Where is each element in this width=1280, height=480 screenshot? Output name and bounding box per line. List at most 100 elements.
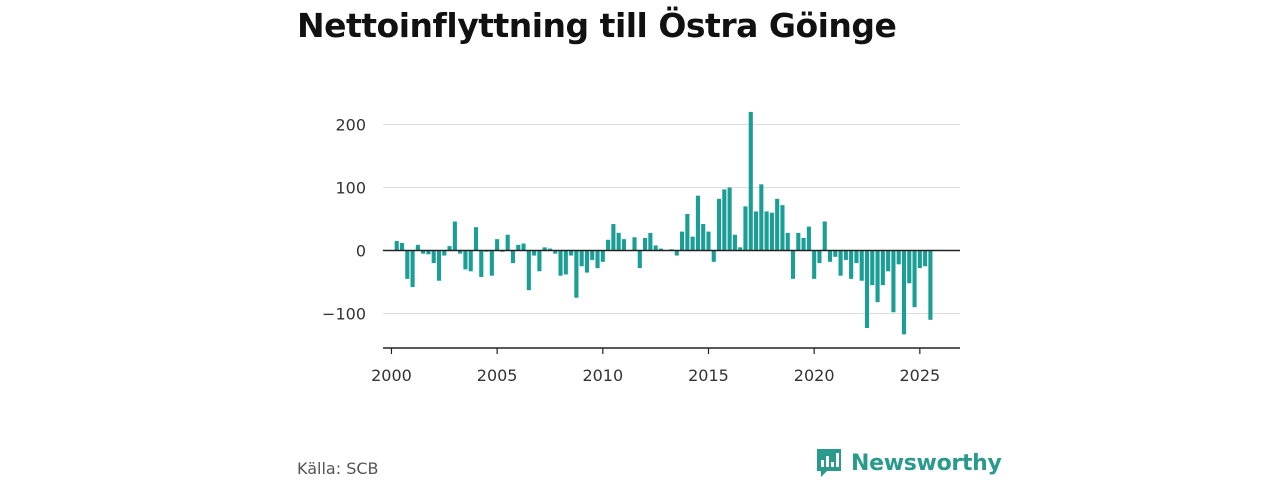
bar-2025-Q3 bbox=[928, 250, 933, 320]
bar-2018-Q2 bbox=[775, 198, 780, 251]
bar-chart-speech-bubble-icon bbox=[817, 449, 841, 477]
bar-2025-Q2 bbox=[923, 250, 928, 267]
x-tick-label: 2015 bbox=[688, 366, 729, 385]
bar-2006-Q4 bbox=[532, 250, 537, 256]
source-label: Källa: SCB bbox=[297, 459, 379, 478]
bar-2016-Q3 bbox=[738, 247, 743, 251]
bar-2014-Q1 bbox=[685, 213, 690, 251]
bar-2021-Q1 bbox=[833, 250, 838, 257]
y-tick-label: 100 bbox=[335, 179, 366, 198]
bar-2018-Q4 bbox=[785, 232, 790, 251]
bar-2000-Q3 bbox=[399, 242, 405, 251]
bar-2020-Q4 bbox=[827, 250, 833, 262]
bar-2008-Q4 bbox=[574, 250, 579, 298]
newsworthy-logo[interactable]: Newsworthy bbox=[815, 447, 1002, 479]
bar-2021-Q4 bbox=[849, 250, 854, 279]
bar-2000-Q4 bbox=[405, 250, 410, 279]
bar-2002-Q1 bbox=[431, 250, 436, 264]
bar-2007-Q1 bbox=[537, 250, 542, 272]
bar-2024-Q2 bbox=[901, 250, 907, 335]
y-tick-label: −100 bbox=[322, 305, 366, 324]
bar-2007-Q4 bbox=[553, 250, 558, 254]
bar-2003-Q3 bbox=[463, 250, 468, 270]
bar-2000-Q2 bbox=[394, 241, 399, 251]
bar-2017-Q3 bbox=[759, 184, 764, 251]
bar-2025-Q1 bbox=[917, 250, 922, 269]
bar-2003-Q4 bbox=[468, 250, 473, 272]
bar-2020-Q2 bbox=[817, 250, 822, 264]
bar-2022-Q1 bbox=[854, 250, 859, 264]
bar-2024-Q4 bbox=[912, 250, 917, 308]
bar-2004-Q2 bbox=[479, 250, 484, 277]
bar-2001-Q2 bbox=[415, 244, 420, 251]
bar-2023-Q4 bbox=[891, 250, 896, 313]
chart-title: Nettoinflyttning till Östra Göinge bbox=[297, 6, 897, 45]
bar-2010-Q2 bbox=[606, 239, 611, 251]
bar-2010-Q4 bbox=[616, 232, 621, 251]
y-tick-label: 200 bbox=[335, 116, 366, 135]
bar-2022-Q3 bbox=[864, 250, 870, 328]
bar-2011-Q4 bbox=[637, 250, 642, 269]
bar-2016-Q2 bbox=[732, 234, 737, 251]
bar-2002-Q2 bbox=[436, 250, 442, 281]
bar-2015-Q1 bbox=[706, 231, 711, 251]
bar-2009-Q2 bbox=[584, 250, 590, 273]
bar-2019-Q3 bbox=[801, 237, 806, 251]
bar-2008-Q1 bbox=[558, 250, 563, 276]
gridlines bbox=[383, 124, 960, 314]
bar-2007-Q3 bbox=[547, 248, 553, 251]
bar-2023-Q2 bbox=[880, 250, 885, 286]
bar-2017-Q1 bbox=[748, 111, 753, 251]
bar-2001-Q1 bbox=[410, 250, 415, 288]
bar-2003-Q2 bbox=[458, 250, 463, 254]
bar-2020-Q3 bbox=[822, 221, 827, 251]
brand-name: Newsworthy bbox=[851, 450, 1002, 476]
bar-2015-Q2 bbox=[711, 250, 716, 262]
bar-2024-Q3 bbox=[907, 250, 912, 284]
bar-2016-Q4 bbox=[743, 206, 748, 251]
bar-2008-Q3 bbox=[569, 250, 574, 256]
bar-2015-Q4 bbox=[722, 189, 727, 251]
bar-2017-Q2 bbox=[753, 211, 759, 251]
bar-2002-Q4 bbox=[447, 246, 452, 251]
bar-2020-Q1 bbox=[812, 250, 817, 279]
bars bbox=[394, 111, 933, 335]
bar-2021-Q2 bbox=[838, 250, 843, 276]
bar-2011-Q1 bbox=[621, 239, 626, 251]
bar-2012-Q1 bbox=[643, 237, 648, 251]
bar-2017-Q4 bbox=[764, 211, 769, 251]
x-tick-label: 2020 bbox=[794, 366, 835, 385]
bar-2022-Q2 bbox=[859, 250, 864, 281]
bar-2005-Q1 bbox=[495, 239, 500, 251]
bar-2005-Q3 bbox=[505, 234, 510, 251]
y-tick-label: 0 bbox=[356, 242, 366, 261]
bar-2019-Q4 bbox=[806, 226, 811, 251]
bar-2014-Q2 bbox=[690, 236, 695, 251]
bar-2019-Q2 bbox=[796, 232, 801, 251]
bar-2010-Q3 bbox=[611, 224, 616, 251]
bar-2001-Q3 bbox=[421, 250, 426, 254]
bar-2014-Q3 bbox=[695, 195, 700, 251]
bar-2009-Q4 bbox=[595, 250, 600, 269]
bar-2012-Q3 bbox=[653, 245, 658, 251]
bar-2003-Q1 bbox=[452, 221, 457, 251]
bar-2006-Q2 bbox=[521, 243, 526, 251]
bar-2007-Q2 bbox=[542, 247, 547, 251]
bar-2004-Q1 bbox=[473, 227, 479, 251]
bar-2011-Q3 bbox=[632, 237, 637, 251]
bar-2001-Q4 bbox=[426, 250, 431, 255]
bar-2013-Q4 bbox=[680, 231, 685, 251]
bar-2016-Q1 bbox=[727, 187, 732, 251]
bar-2006-Q3 bbox=[526, 250, 531, 291]
bar-2018-Q1 bbox=[769, 212, 774, 251]
x-tick-label: 2025 bbox=[899, 366, 940, 385]
bar-2005-Q4 bbox=[510, 250, 516, 264]
bar-2006-Q1 bbox=[516, 244, 521, 251]
bar-2022-Q4 bbox=[870, 250, 875, 286]
bar-2008-Q2 bbox=[563, 250, 568, 275]
bar-2021-Q3 bbox=[843, 250, 848, 260]
x-tick-label: 2010 bbox=[582, 366, 623, 385]
bar-2012-Q4 bbox=[658, 248, 663, 251]
bar-2019-Q1 bbox=[790, 250, 796, 279]
